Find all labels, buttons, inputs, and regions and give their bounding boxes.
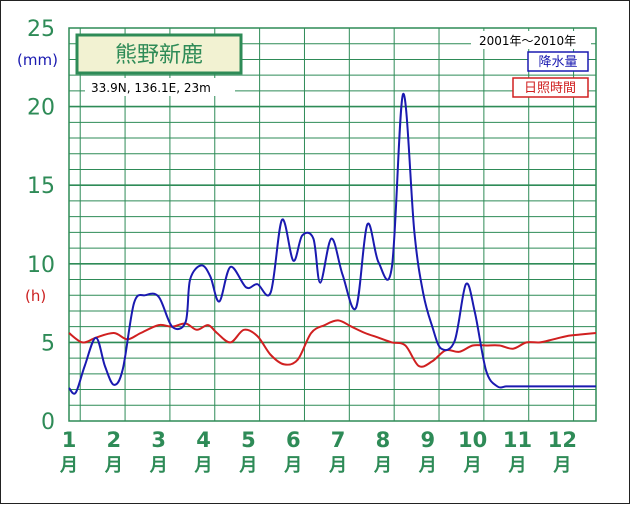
station-title-box — [75, 33, 243, 75]
legend-sunshine-box — [512, 77, 589, 98]
period-label: 2001年～2010年 — [479, 34, 576, 48]
month-number-label: 7 — [331, 428, 346, 452]
month-number-label: 11 — [503, 428, 532, 452]
series-lines — [68, 92, 597, 395]
month-kanji-label: 月 — [283, 455, 302, 476]
month-number-label: 12 — [548, 428, 577, 452]
month-number-label: 6 — [286, 428, 301, 452]
y-tick-label: 5 — [41, 331, 55, 356]
month-kanji-label: 月 — [373, 455, 392, 476]
month-kanji-label: 月 — [552, 455, 571, 476]
month-number-label: 4 — [196, 428, 211, 452]
month-kanji-label: 月 — [238, 455, 257, 476]
month-number-label: 8 — [376, 428, 391, 452]
period-box — [471, 31, 591, 49]
month-number-label: 1 — [62, 428, 77, 452]
legend-precip-box — [527, 51, 589, 72]
y-tick-label: 0 — [41, 410, 55, 435]
month-kanji-label: 月 — [59, 455, 78, 476]
month-kanji-label: 月 — [418, 455, 437, 476]
precip-line — [68, 92, 596, 395]
month-number-label: 3 — [151, 428, 166, 452]
y-tick-label: 25 — [27, 17, 55, 42]
sunshine-line — [68, 319, 597, 368]
month-number-label: 9 — [420, 428, 435, 452]
y-tick-label: 10 — [27, 253, 55, 278]
month-kanji-label: 月 — [508, 455, 527, 476]
plot-area — [68, 27, 597, 422]
month-kanji-label: 月 — [194, 455, 213, 476]
unit-h-label: (h) — [25, 287, 46, 305]
x-axis-months: 1 月 2 月 3 月 4 月 5 月 6 月 7 月 8 月 9 月 10 月 11 月 12 月 — [59, 428, 577, 476]
coords-box — [85, 78, 235, 96]
month-kanji-label: 月 — [463, 455, 482, 476]
y-tick-label: 20 — [27, 96, 55, 121]
month-number-label: 2 — [107, 428, 122, 452]
month-number-label: 10 — [458, 428, 487, 452]
station-name: 熊野新鹿 — [115, 43, 203, 68]
month-number-label: 5 — [241, 428, 256, 452]
legend-sunshine: 日照時間 — [524, 81, 576, 96]
y-axis-units: (mm) (h) — [17, 51, 58, 305]
unit-mm-label: (mm) — [17, 51, 58, 69]
grid — [69, 28, 596, 421]
legend-precip: 降水量 — [538, 55, 577, 70]
y-tick-label: 15 — [27, 174, 55, 199]
month-kanji-label: 月 — [328, 455, 347, 476]
station-coords: 33.9N, 136.1E, 23m — [91, 81, 211, 95]
y-axis-ticks: 0 5 10 15 20 25 — [27, 17, 55, 435]
month-kanji-label: 月 — [149, 455, 168, 476]
month-kanji-label: 月 — [104, 455, 123, 476]
